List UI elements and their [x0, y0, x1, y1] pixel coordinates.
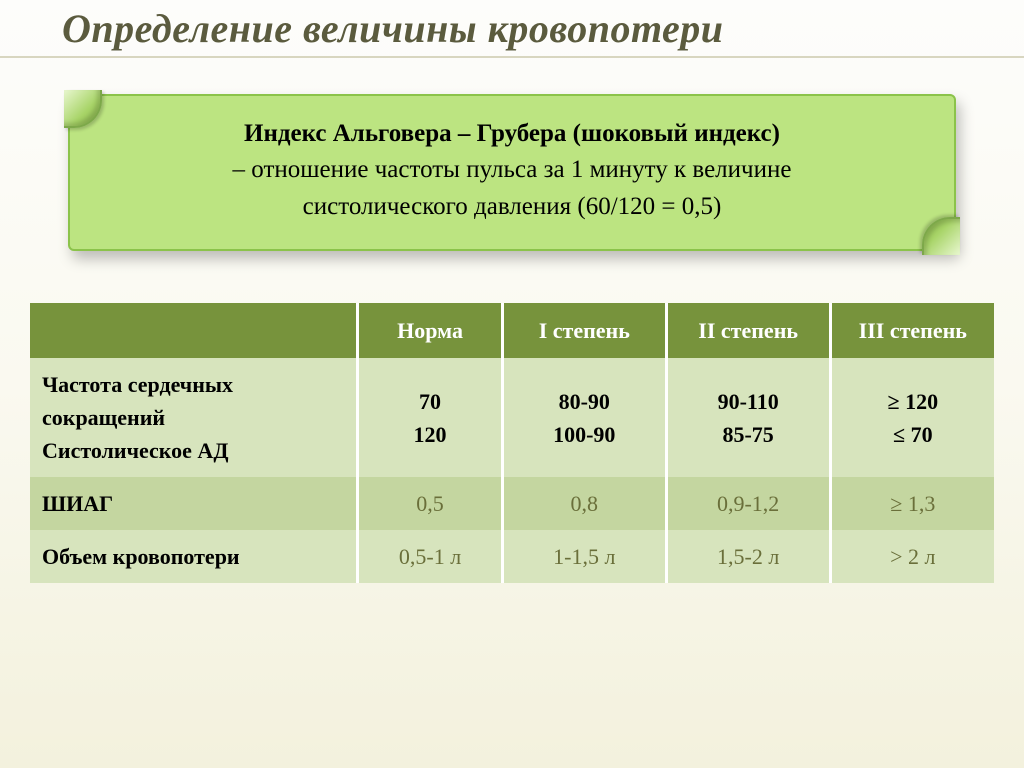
row-label: Объем кровопотери — [30, 530, 358, 583]
table-row: Объем кровопотери 0,5-1 л 1-1,5 л 1,5-2 … — [30, 530, 994, 583]
col-header: II степень — [666, 303, 830, 359]
title-bar: Определение величины кровопотери — [0, 0, 1024, 58]
cell: 0,9-1,2 — [666, 477, 830, 530]
callout-scroll: Индекс Альговера – Грубера (шоковый инде… — [68, 94, 956, 251]
cell: ≥ 120 ≤ 70 — [830, 358, 994, 477]
data-table: Норма I степень II степень III степень Ч… — [30, 303, 994, 584]
cell: 1-1,5 л — [502, 530, 666, 583]
cell: 80-90 100-90 — [502, 358, 666, 477]
table-row: ШИАГ 0,5 0,8 0,9-1,2 ≥ 1,3 — [30, 477, 994, 530]
row-label: ШИАГ — [30, 477, 358, 530]
col-header: I степень — [502, 303, 666, 359]
cell: 0,8 — [502, 477, 666, 530]
cell: 90-110 85-75 — [666, 358, 830, 477]
callout-line3: систолического давления (60/120 = 0,5) — [303, 193, 722, 220]
callout-line1: Индекс Альговера – Грубера (шоковый инде… — [244, 120, 780, 147]
table-header-row: Норма I степень II степень III степень — [30, 303, 994, 359]
callout-body: Индекс Альговера – Грубера (шоковый инде… — [68, 94, 956, 251]
callout-line2: – отношение частоты пульса за 1 минуту к… — [233, 156, 792, 183]
col-header — [30, 303, 358, 359]
col-header: III степень — [830, 303, 994, 359]
cell: 0,5 — [358, 477, 503, 530]
cell: > 2 л — [830, 530, 994, 583]
table-row: Частота сердечных сокращений Систолическ… — [30, 358, 994, 477]
row-label: Частота сердечных сокращений Систолическ… — [30, 358, 358, 477]
cell: ≥ 1,3 — [830, 477, 994, 530]
cell: 70 120 — [358, 358, 503, 477]
cell: 0,5-1 л — [358, 530, 503, 583]
cell: 1,5-2 л — [666, 530, 830, 583]
col-header: Норма — [358, 303, 503, 359]
page-title: Определение величины кровопотери — [62, 5, 724, 52]
